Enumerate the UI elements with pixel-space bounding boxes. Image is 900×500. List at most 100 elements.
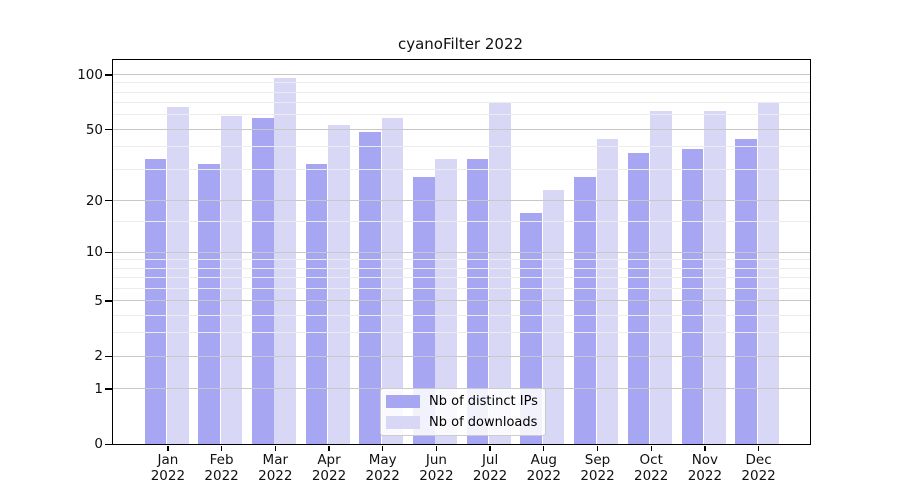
bar-downloads-aug [542, 189, 565, 444]
x-axis-label-year: 2022 [634, 468, 669, 484]
x-axis-tick-dec [757, 445, 760, 451]
bar-ips-apr [305, 164, 328, 444]
bar-ips-feb [198, 164, 220, 444]
y-axis-label-2: 2 [94, 348, 103, 365]
x-axis-tick-feb [220, 445, 223, 451]
x-axis-tick-sep [596, 445, 599, 451]
bar-downloads-sep [596, 139, 619, 444]
bar-ips-mar [251, 117, 274, 444]
x-axis-tick-mar [274, 445, 276, 451]
x-axis-label-month: Aug [530, 452, 557, 468]
legend-swatch-distinct-ips [386, 395, 420, 408]
bar-ips-aug [520, 212, 543, 444]
x-axis-label-year: 2022 [580, 468, 615, 484]
x-axis-label-apr: Apr 2022 [297, 452, 361, 484]
bar-downloads-jun [435, 159, 458, 444]
x-axis-tick-oct [650, 445, 652, 451]
x-axis-label-sep: Sep 2022 [566, 452, 630, 484]
x-axis-tick-aug [543, 445, 545, 451]
x-axis-tick-jul [489, 445, 491, 451]
y-axis-tick-50 [105, 128, 112, 131]
gridline-minor-7 [113, 276, 810, 278]
gridline-major-20 [113, 199, 810, 201]
bar-ips-jun [413, 177, 435, 444]
x-axis-label-mar: Mar 2022 [243, 452, 307, 484]
x-axis-label-year: 2022 [687, 468, 723, 484]
bar-downloads-jul [489, 102, 511, 444]
x-axis-tick-nov [704, 445, 706, 451]
bar-ips-jul [466, 159, 489, 444]
legend-item-downloads: Nb of downloads [386, 415, 537, 430]
x-axis-label-month: May [368, 452, 397, 468]
x-axis-label-month: Oct [639, 452, 663, 468]
y-axis-tick-1 [105, 388, 112, 390]
gridline-minor-60 [113, 114, 810, 116]
chart-title: cyanoFilter 2022 [397, 35, 524, 53]
bar-ips-jan [144, 159, 167, 444]
x-axis-label-year: 2022 [365, 468, 400, 484]
x-axis-label-month: Jul [481, 452, 499, 468]
legend-swatch-downloads [386, 416, 420, 429]
x-axis-label-jun: Jun 2022 [404, 452, 468, 484]
y-axis-label-0: 0 [94, 436, 103, 453]
gridline-major-10 [113, 251, 810, 253]
gridline-minor-30 [113, 168, 810, 170]
x-axis-label-month: Nov [691, 452, 719, 468]
bar-downloads-feb [220, 116, 243, 444]
x-axis-label-year: 2022 [204, 468, 239, 484]
x-axis-label-oct: Oct 2022 [619, 452, 683, 484]
x-axis-label-month: Sep [584, 452, 611, 468]
gridline-minor-4 [113, 314, 810, 316]
legend-label-downloads: Nb of downloads [429, 415, 538, 430]
gridline-minor-80 [113, 91, 810, 93]
bar-ips-dec [735, 139, 757, 444]
x-axis-label-month: Apr [317, 452, 341, 468]
x-axis-label-year: 2022 [258, 468, 293, 484]
x-axis-tick-apr [328, 445, 330, 451]
y-axis-label-20: 20 [85, 192, 103, 209]
gridline-minor-3 [113, 332, 810, 334]
x-axis-tick-may [382, 445, 384, 451]
bar-downloads-dec [757, 101, 780, 444]
gridline-major-50 [113, 128, 810, 130]
bar-ips-sep [574, 177, 596, 444]
x-axis-label-nov: Nov 2022 [673, 452, 737, 484]
y-axis-label-10: 10 [85, 244, 103, 261]
gridline-major-2 [113, 355, 810, 357]
y-axis-label-1: 1 [94, 380, 103, 397]
x-axis-label-year: 2022 [311, 468, 347, 484]
x-axis-label-month: Feb [209, 452, 234, 468]
bar-downloads-jan [166, 107, 189, 444]
x-axis-label-month: Mar [262, 452, 289, 468]
x-axis-label-aug: Aug 2022 [512, 452, 576, 484]
bar-ips-nov [681, 148, 704, 444]
bar-downloads-apr [328, 124, 350, 444]
plot-area: Nb of distinct IPs Nb of downloads [112, 59, 811, 445]
y-axis-tick-5 [105, 300, 112, 302]
x-axis-label-dec: Dec 2022 [727, 452, 791, 484]
x-axis-label-year: 2022 [526, 468, 561, 484]
x-axis-label-year: 2022 [150, 468, 186, 484]
gridline-minor-8 [113, 267, 810, 269]
gridline-minor-6 [113, 287, 810, 289]
x-axis-label-year: 2022 [472, 468, 508, 484]
y-axis-tick-10 [105, 251, 112, 254]
legend: Nb of distinct IPs Nb of downloads [380, 388, 546, 436]
x-axis-label-feb: Feb 2022 [190, 452, 254, 484]
gridline-minor-40 [113, 146, 810, 148]
gridline-major-100 [113, 73, 810, 75]
x-axis-label-month: Jun [425, 452, 447, 468]
gridline-major-5 [113, 300, 810, 302]
gridline-minor-9 [113, 259, 810, 261]
y-axis-tick-2 [105, 355, 112, 358]
y-axis-tick-100 [105, 74, 112, 76]
y-axis-label-50: 50 [85, 121, 103, 138]
x-axis-label-year: 2022 [741, 468, 776, 484]
legend-label-distinct-ips: Nb of distinct IPs [429, 394, 538, 409]
bar-downloads-mar [274, 77, 296, 444]
legend-item-distinct-ips: Nb of distinct IPs [386, 394, 538, 409]
gridline-minor-90 [113, 82, 810, 84]
gridline-minor-15 [113, 221, 810, 223]
y-axis-tick-0 [105, 443, 112, 446]
